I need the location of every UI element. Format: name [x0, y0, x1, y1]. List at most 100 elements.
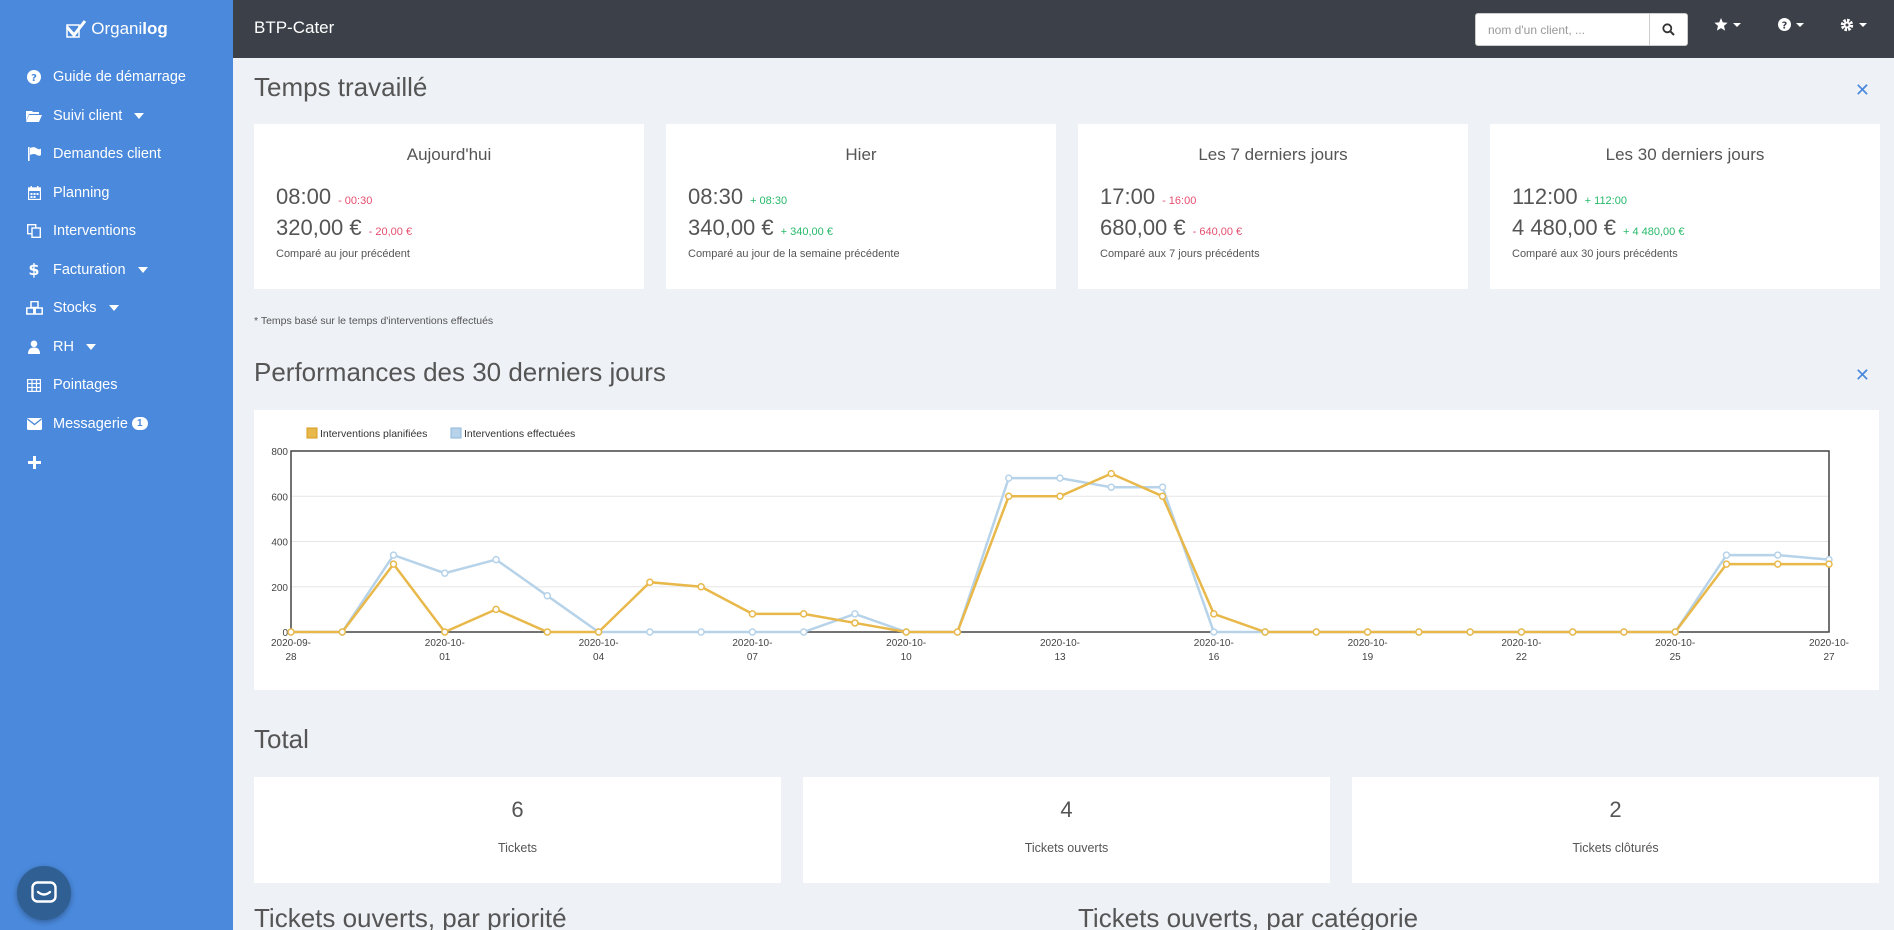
sidebar-add-button[interactable]: [0, 443, 233, 482]
chart-data-point: [492, 555, 500, 564]
total-card-tickets: 6 Tickets: [254, 777, 781, 883]
chart-data-point: [1261, 628, 1269, 636]
category-section-title: Tickets ouverts, par catégorie: [1078, 903, 1419, 930]
sidebar-item-label: RH: [53, 338, 74, 355]
chart-y-tick-label: 400: [271, 538, 288, 549]
sidebar-item-messagerie[interactable]: Messagerie 1: [0, 405, 233, 444]
stat-amount-delta: - 640,00 €: [1192, 226, 1243, 238]
chart-x-tick-label-day: 28: [285, 652, 297, 663]
performance-chart: 0 200 400 600 800 2020-09- 28 2020-10- 01 2020-10…: [271, 427, 1849, 663]
stat-time: 08:30: [688, 184, 744, 209]
chart-data-point: [1466, 628, 1474, 636]
chart-data-point: [1210, 628, 1218, 636]
star-icon: [1714, 18, 1728, 31]
chart-x-tick-label-day: 27: [1823, 652, 1835, 663]
chart-x-tick-label: 2020-10-: [1809, 638, 1849, 649]
chevron-down-icon: [1796, 22, 1804, 27]
brand-logo[interactable]: Organi log: [0, 0, 233, 58]
sidebar-item-suivi-client[interactable]: Suivi client: [0, 97, 233, 136]
stat-time-delta: - 16:00: [1162, 195, 1197, 207]
chart-data-point: [1568, 628, 1577, 636]
performances-close-button[interactable]: ✕: [1855, 365, 1870, 386]
stat-card-title: Aujourd'hui: [406, 145, 492, 164]
chart-x-tick-label-day: 22: [1516, 652, 1528, 663]
chart-series-line: [291, 476, 1830, 634]
chart-data-point: [697, 628, 705, 636]
chart-data-point: [1004, 492, 1013, 500]
chart-data-point: [1671, 628, 1679, 636]
app-title: BTP-Cater: [254, 18, 335, 37]
chart-y-tick-label: 800: [271, 447, 288, 458]
temps-footnote: * Temps basé sur le temps d'intervention…: [254, 315, 494, 327]
search-icon: [1662, 23, 1675, 36]
temps-close-button[interactable]: ✕: [1855, 80, 1870, 101]
sidebar: Organi log ? Guide de démarrage Suivi cli…: [0, 0, 233, 930]
total-label: Tickets ouverts: [1024, 841, 1109, 855]
search-button[interactable]: [1650, 13, 1688, 46]
sidebar-item-guide[interactable]: ? Guide de démarrage: [0, 58, 233, 97]
stat-time-delta: + 08:30: [750, 195, 788, 207]
folder-open-icon: [24, 108, 44, 124]
help-menu[interactable]: ?: [1778, 18, 1804, 31]
stat-amount-delta: - 20,00 €: [368, 226, 413, 238]
sidebar-item-interventions[interactable]: Interventions: [0, 212, 233, 251]
stat-amount-delta: + 340,00 €: [780, 226, 833, 238]
chart-x-tick-label-day: 01: [439, 652, 451, 663]
brand-logo-icon: [66, 20, 87, 38]
chart-data-point: [389, 560, 398, 568]
sidebar-item-label: Messagerie: [53, 415, 128, 432]
stat-compare: Comparé au jour précédent: [276, 248, 410, 260]
gear-icon: [1840, 18, 1854, 32]
sidebar-item-stocks[interactable]: Stocks: [0, 289, 233, 328]
chart-legend-label: Interventions planifiées: [320, 428, 427, 440]
chart-data-point: [1517, 628, 1526, 636]
sidebar-item-rh[interactable]: RH: [0, 328, 233, 367]
chart-data-point: [748, 610, 757, 618]
stat-time: 08:00: [276, 184, 332, 209]
search-input[interactable]: [1475, 13, 1650, 46]
sidebar-item-facturation[interactable]: $ Facturation: [0, 251, 233, 290]
sidebar-item-planning[interactable]: Planning: [0, 174, 233, 213]
chart-x-tick-label: 2020-10-: [732, 638, 772, 649]
chart-data-point: [1107, 469, 1116, 478]
chart-data-point: [1620, 628, 1628, 636]
stat-time-delta: - 00:30: [338, 195, 373, 207]
stat-card-30-days: Les 30 derniers jours 112:00 + 112:00 4 4…: [1490, 124, 1880, 289]
stat-compare: Comparé aux 7 jours précédents: [1100, 248, 1260, 260]
chart-x-tick-label: 2020-10-: [425, 638, 465, 649]
priority-section-title: Tickets ouverts, par priorité: [254, 903, 567, 930]
close-icon: ✕: [1854, 80, 1870, 100]
sidebar-item-label: Demandes client: [53, 146, 161, 163]
chart-data-point: [594, 628, 603, 636]
chart-x-tick-label: 2020-09-: [271, 638, 311, 649]
chart-legend-swatch: [306, 427, 318, 439]
chart-data-point: [851, 610, 859, 618]
chart-data-point: [851, 619, 859, 627]
chart-x-tick-label: 2020-10-: [1655, 638, 1695, 649]
sidebar-item-label: Interventions: [53, 223, 137, 240]
chart-x-tick-label: 2020-10-: [579, 638, 619, 649]
sidebar-item-label: Guide de démarrage: [53, 69, 186, 86]
main-content: Temps travaillé ✕ Aujourd'hui 08:00 - 00:…: [233, 58, 1894, 930]
chart-data-point: [799, 628, 808, 636]
chart-y-tick-label: 0: [282, 628, 288, 639]
chart-legend-label: Interventions effectuées: [464, 428, 575, 440]
chart-data-point: [1158, 483, 1167, 491]
chart-data-point: [1158, 492, 1167, 500]
favorites-menu[interactable]: [1714, 18, 1741, 31]
chat-launcher-button[interactable]: [17, 866, 71, 920]
chevron-down-icon: [108, 305, 119, 312]
stat-amount: 340,00 €: [688, 215, 774, 240]
settings-menu[interactable]: [1840, 18, 1867, 32]
envelope-icon: [24, 416, 44, 432]
chart-data-point: [287, 628, 295, 636]
stat-amount-delta: + 4 480,00 €: [1622, 226, 1685, 238]
sidebar-item-demandes-client[interactable]: Demandes client: [0, 135, 233, 174]
chart-data-point: [543, 592, 552, 600]
sidebar-item-pointages[interactable]: Pointages: [0, 366, 233, 405]
chart-x-tick-label-day: 07: [747, 652, 759, 663]
stat-card-title: Hier: [845, 145, 877, 164]
stat-card-today: Aujourd'hui 08:00 - 00:30 320,00 € - 20,00…: [254, 124, 644, 289]
chart-data-point: [1722, 560, 1731, 568]
chart-data-point: [1773, 560, 1782, 568]
